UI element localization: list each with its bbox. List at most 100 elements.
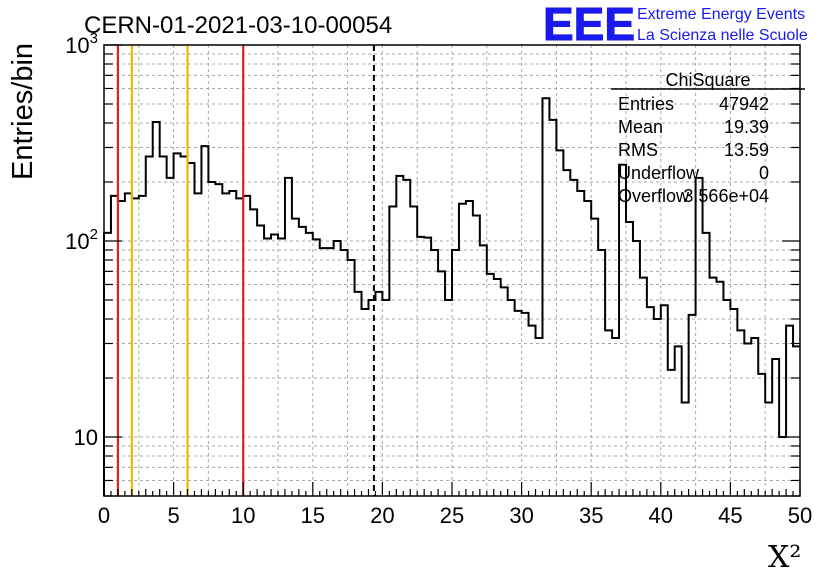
marker-lines	[116, 45, 375, 496]
x-tick-label: 40	[649, 503, 673, 528]
x-tick-label: 30	[509, 503, 533, 528]
stats-label-rms: RMS	[618, 140, 658, 160]
histogram-bin	[696, 178, 703, 496]
eee-logo: EEE	[543, 0, 635, 50]
histogram-bin	[744, 343, 751, 496]
x-axis-ticks: 0 5 10 15 20 25 30 35 40 45 50	[98, 482, 812, 528]
histogram-bin	[362, 309, 369, 496]
x-tick-label: 25	[440, 503, 464, 528]
histogram-bin	[549, 120, 556, 496]
histogram-bin	[668, 370, 675, 496]
x-tick-label: 35	[579, 503, 603, 528]
histogram-bin	[424, 238, 431, 496]
histogram-bin	[313, 239, 320, 496]
histogram-bin	[793, 346, 800, 496]
stats-value-underflow: 0	[759, 163, 769, 183]
histogram-bin	[640, 278, 647, 496]
y-axis-label: Entries/bin	[7, 43, 39, 180]
histogram-bin	[633, 241, 640, 496]
histogram-bin	[494, 279, 501, 496]
stats-value-entries: 47942	[719, 94, 769, 114]
histogram-bin	[515, 311, 522, 496]
histogram-bin	[257, 225, 264, 496]
x-tick-label: 20	[370, 503, 394, 528]
histogram-bin	[306, 233, 313, 496]
histogram-bin	[250, 209, 257, 496]
x-tick-label: 5	[167, 503, 179, 528]
histogram-bin	[201, 146, 208, 496]
histogram-bin	[703, 233, 710, 496]
x-tick-label: 0	[98, 503, 110, 528]
histogram-bin	[605, 330, 612, 496]
stats-value-overflow: 3.566e+04	[683, 186, 769, 206]
histogram-bin	[480, 245, 487, 496]
y-tick-label: 10	[74, 425, 98, 450]
histogram-bin	[716, 282, 723, 496]
stats-label-entries: Entries	[618, 94, 674, 114]
histogram-bin	[584, 201, 591, 496]
stats-label-mean: Mean	[618, 117, 663, 137]
histogram-bin	[689, 315, 696, 496]
y-axis-ticks: 10 102 103	[65, 30, 800, 497]
stats-value-mean: 19.39	[724, 117, 769, 137]
histogram-bin	[160, 156, 167, 496]
histogram-bin	[285, 178, 292, 496]
histogram-bin	[758, 374, 765, 496]
stats-label-overflow: Overflow	[618, 186, 690, 206]
histogram-bin	[327, 248, 334, 496]
stats-box: ChiSquare Entries 47942 Mean 19.39 RMS 1…	[611, 70, 805, 206]
histogram-bin	[522, 313, 529, 496]
y-tick-label: 102	[65, 226, 98, 254]
histogram-bin	[334, 241, 341, 496]
histogram-outline	[103, 97, 800, 496]
histogram-bin	[146, 156, 153, 496]
histogram-bin	[786, 326, 793, 496]
histogram-bin	[751, 338, 758, 496]
histogram-bin	[459, 204, 466, 496]
histogram-bin	[153, 122, 160, 496]
histogram-bin	[445, 300, 452, 496]
histogram-bin	[723, 300, 730, 496]
histogram-bin	[536, 338, 543, 496]
histogram-bin	[598, 250, 605, 496]
x-tick-label: 50	[788, 503, 812, 528]
histogram-bin	[772, 359, 779, 496]
logo-line-1: Extreme Energy Events	[637, 6, 805, 23]
histogram-bin	[215, 184, 222, 496]
histogram-bin	[508, 300, 515, 496]
stats-label-underflow: Underflow	[618, 163, 700, 183]
histogram-bin	[167, 178, 174, 496]
histogram-bin	[382, 300, 389, 496]
stats-value-rms: 13.59	[724, 140, 769, 160]
histogram-bin	[730, 309, 737, 496]
stats-title: ChiSquare	[665, 70, 750, 90]
histogram-bin	[403, 180, 410, 496]
histogram-bin	[682, 402, 689, 496]
y-tick-label: 103	[65, 30, 98, 58]
histogram-bin	[529, 326, 536, 496]
histogram-bin	[320, 248, 327, 496]
histogram-bin	[654, 319, 661, 496]
histogram-bin	[556, 150, 563, 496]
histogram-bin	[570, 180, 577, 496]
grid-lines	[104, 45, 800, 496]
histogram-bin	[487, 274, 494, 496]
histogram-bin	[612, 338, 619, 496]
x-tick-label: 10	[231, 503, 255, 528]
x-axis-label: X²	[768, 540, 801, 572]
x-tick-label: 15	[301, 503, 325, 528]
histogram-bin	[208, 182, 215, 496]
histogram-bin	[675, 346, 682, 496]
histogram-bin	[174, 153, 181, 496]
histogram-bin	[396, 176, 403, 496]
histogram-bin	[271, 234, 278, 496]
histogram-bin	[563, 170, 570, 496]
histogram-bin	[737, 330, 744, 496]
histogram-bin	[466, 201, 473, 496]
histogram-bin	[194, 193, 201, 496]
logo-line-2: La Scienza nelle Scuole	[637, 27, 808, 44]
histogram-bin	[355, 292, 362, 496]
histogram-bin	[341, 250, 348, 496]
histogram-bin	[264, 238, 271, 496]
